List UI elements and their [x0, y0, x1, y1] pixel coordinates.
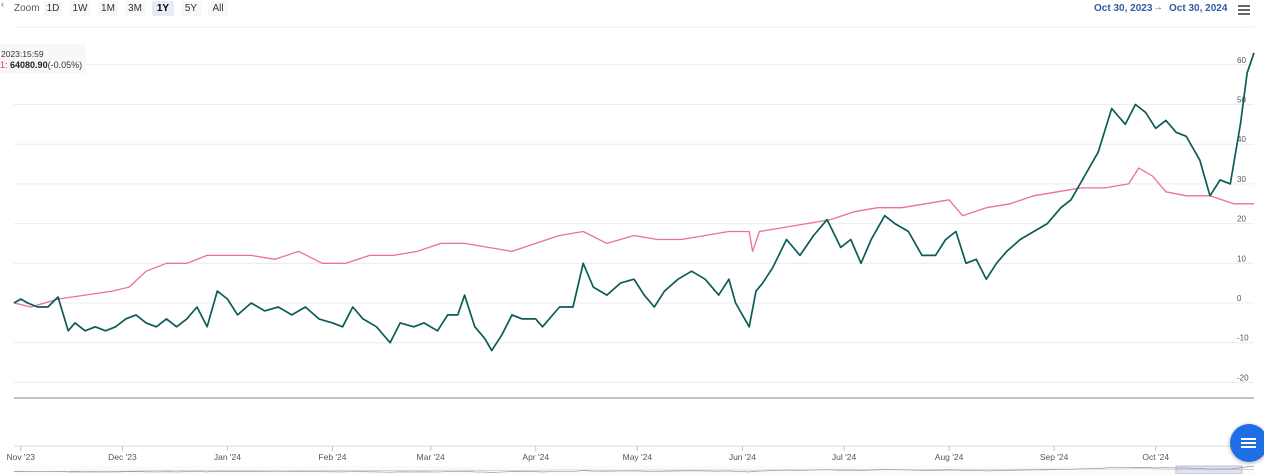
tooltip-time: 2023:15:59	[1, 49, 44, 59]
tooltip-value-row: 1: 64080.90(-0.05%)	[0, 60, 82, 70]
zoom-1y-button[interactable]: 1Y	[152, 1, 174, 16]
zoom-label: Zoom	[14, 3, 40, 14]
y-tick-label: 20	[1237, 215, 1246, 224]
zoom-3m-button[interactable]: 3M	[125, 1, 145, 16]
list-menu-icon[interactable]	[1230, 424, 1264, 462]
x-tick-label: Mar '24	[417, 452, 445, 462]
back-arrow-icon[interactable]: ‹	[1, 0, 4, 9]
tooltip-change: (-0.05%)	[47, 60, 83, 70]
x-tick-label: Jul '24	[832, 452, 857, 462]
hamburger-menu-icon[interactable]	[1238, 5, 1250, 15]
x-tick-label: Feb '24	[318, 452, 346, 462]
y-tick-label: 60	[1237, 56, 1246, 65]
zoom-1d-button[interactable]: 1D	[44, 1, 62, 16]
tooltip-value: 64080.90	[10, 60, 48, 70]
y-tick-label: 50	[1237, 96, 1246, 105]
tooltip: 2023:15:59 1: 64080.90(-0.05%)	[0, 44, 86, 73]
range-separator: →	[1153, 2, 1163, 13]
zoom-5y-button[interactable]: 5Y	[181, 1, 201, 16]
x-tick-label: Dec '23	[108, 452, 137, 462]
zoom-1m-button[interactable]: 1M	[98, 1, 118, 16]
y-tick-label: 0	[1237, 294, 1242, 303]
zoom-1w-button[interactable]: 1W	[70, 1, 90, 16]
y-tick-label: -10	[1237, 334, 1249, 343]
x-tick-label: Oct '24	[1142, 452, 1169, 462]
navigator-selection	[1175, 465, 1243, 474]
x-tick-label: Jan '24	[214, 452, 241, 462]
navigator-series-1	[13, 468, 1254, 472]
navigator-series-0	[13, 466, 1255, 473]
y-tick-label: -20	[1237, 373, 1249, 382]
x-tick-label: Aug '24	[935, 452, 964, 462]
x-tick-label: May '24	[623, 452, 653, 462]
y-tick-label: 30	[1237, 175, 1246, 184]
y-tick-label: 10	[1237, 254, 1246, 263]
x-tick-label: Nov '23	[6, 452, 35, 462]
y-tick-label: 40	[1237, 135, 1246, 144]
range-to-input[interactable]: Oct 30, 2024	[1169, 3, 1228, 14]
x-tick-label: Apr '24	[522, 452, 549, 462]
x-tick-label: Jun '24	[729, 452, 756, 462]
range-from-input[interactable]: Oct 30, 2023	[1094, 3, 1153, 14]
series-line-1	[13, 167, 1254, 308]
tooltip-series-key: 1:	[0, 60, 8, 70]
zoom-all-button[interactable]: All	[208, 1, 228, 16]
x-tick-label: Sep '24	[1040, 452, 1069, 462]
series-line-0	[13, 52, 1255, 352]
